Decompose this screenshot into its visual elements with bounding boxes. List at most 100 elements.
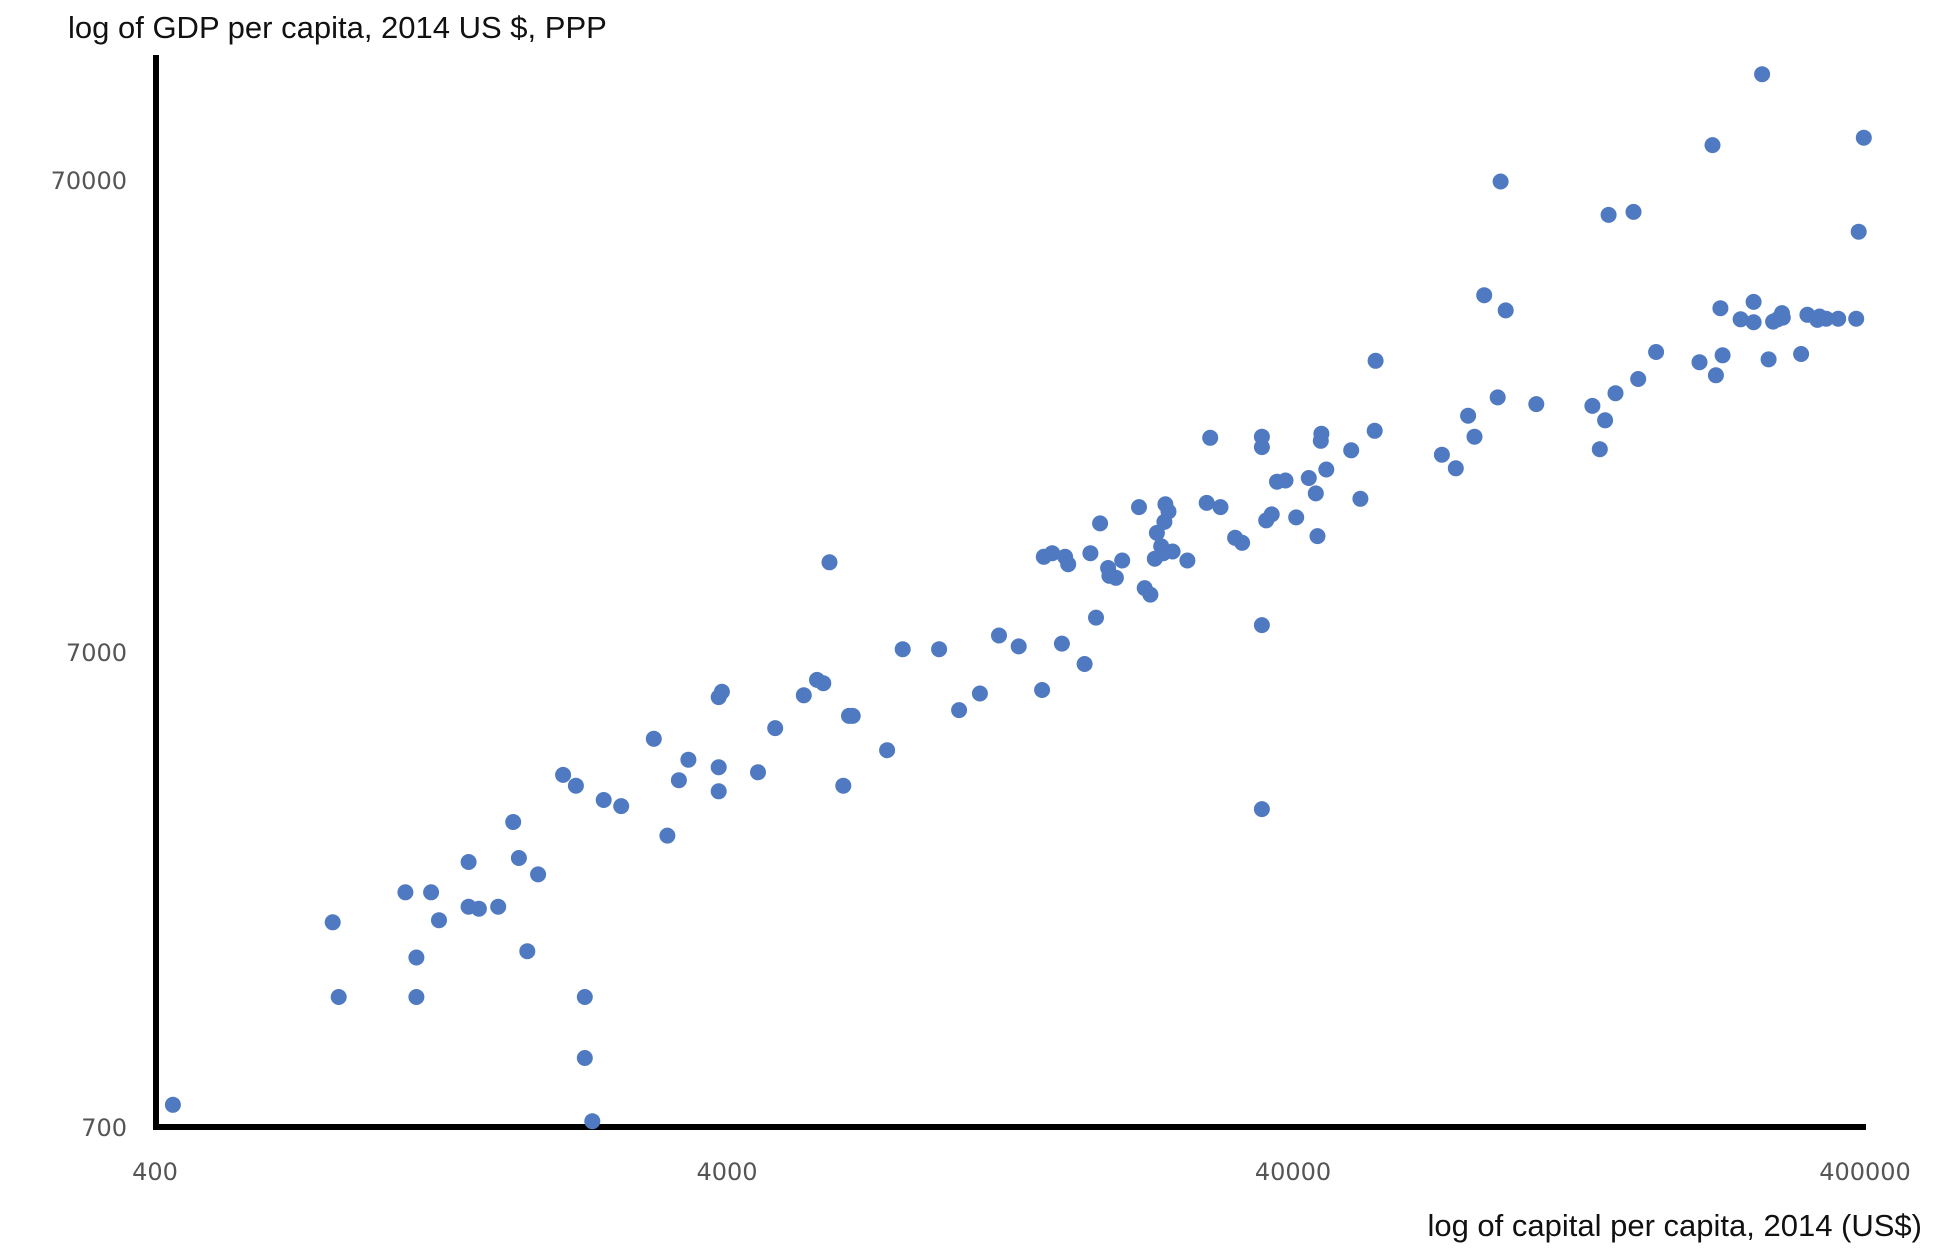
data-point bbox=[1714, 347, 1731, 364]
data-point bbox=[795, 687, 812, 704]
data-point bbox=[1309, 528, 1326, 545]
data-point bbox=[1774, 309, 1791, 326]
y-tick-label: 70000 bbox=[51, 167, 127, 195]
data-point bbox=[1707, 367, 1724, 384]
data-point bbox=[931, 641, 948, 658]
data-point bbox=[1745, 314, 1762, 331]
data-point bbox=[431, 912, 447, 929]
data-point bbox=[1034, 682, 1051, 698]
data-point bbox=[1164, 543, 1181, 560]
data-point bbox=[555, 766, 572, 783]
data-point bbox=[584, 1113, 601, 1130]
data-point bbox=[1630, 371, 1647, 387]
data-point bbox=[408, 949, 425, 966]
data-points bbox=[164, 66, 1872, 1130]
data-point bbox=[1300, 470, 1317, 486]
data-point bbox=[1277, 472, 1294, 489]
data-point bbox=[1648, 344, 1665, 360]
data-point bbox=[1497, 302, 1514, 319]
data-point bbox=[510, 850, 527, 866]
data-point bbox=[423, 884, 440, 901]
data-point bbox=[1528, 396, 1545, 413]
data-point bbox=[670, 772, 687, 789]
data-point bbox=[1850, 223, 1867, 240]
data-point bbox=[324, 914, 341, 931]
x-tick-label: 40000 bbox=[1255, 1158, 1331, 1186]
data-point bbox=[1830, 310, 1847, 327]
data-point bbox=[844, 707, 861, 724]
data-point bbox=[1712, 300, 1729, 317]
data-point bbox=[1060, 556, 1077, 573]
data-point bbox=[397, 884, 414, 901]
data-point bbox=[1460, 407, 1477, 424]
data-point bbox=[1253, 617, 1270, 634]
data-point bbox=[1288, 509, 1305, 526]
data-point bbox=[1352, 490, 1369, 507]
data-point bbox=[1732, 311, 1749, 328]
data-point bbox=[1745, 293, 1762, 310]
data-point bbox=[330, 989, 347, 1005]
data-point bbox=[971, 685, 988, 702]
x-tick-label: 400000 bbox=[1819, 1158, 1911, 1186]
data-point bbox=[1704, 137, 1721, 154]
data-point bbox=[1253, 439, 1270, 456]
data-point bbox=[645, 730, 662, 747]
data-point bbox=[1855, 129, 1872, 146]
data-point bbox=[470, 900, 487, 917]
data-point bbox=[1212, 499, 1229, 516]
data-point bbox=[1818, 310, 1835, 327]
data-point bbox=[613, 798, 630, 815]
data-point bbox=[1489, 389, 1506, 406]
data-point bbox=[1848, 310, 1865, 327]
data-point bbox=[1082, 545, 1099, 562]
data-point bbox=[1313, 425, 1330, 442]
data-point bbox=[1142, 586, 1159, 603]
data-point bbox=[576, 1050, 593, 1066]
data-point bbox=[1253, 801, 1270, 818]
data-point bbox=[1202, 429, 1219, 446]
data-point bbox=[710, 783, 727, 800]
data-point bbox=[1307, 485, 1324, 502]
data-point bbox=[567, 777, 584, 794]
data-point bbox=[1114, 552, 1131, 569]
data-point bbox=[1107, 569, 1124, 586]
data-point bbox=[1366, 422, 1383, 439]
data-point bbox=[519, 943, 536, 960]
data-point bbox=[835, 777, 852, 794]
data-point bbox=[408, 989, 425, 1005]
data-point bbox=[1433, 446, 1450, 463]
data-point bbox=[821, 554, 838, 571]
data-point bbox=[1466, 428, 1483, 445]
data-point bbox=[659, 827, 676, 844]
data-point bbox=[505, 814, 522, 830]
data-point bbox=[1584, 397, 1601, 414]
data-point bbox=[1343, 442, 1360, 459]
data-point bbox=[1492, 173, 1509, 190]
data-point bbox=[750, 764, 766, 781]
data-point bbox=[1476, 287, 1493, 304]
data-point bbox=[1076, 656, 1093, 672]
data-point bbox=[894, 641, 911, 658]
x-tick-label: 4000 bbox=[696, 1158, 757, 1186]
data-point bbox=[1625, 203, 1642, 220]
data-point bbox=[530, 866, 547, 883]
data-point bbox=[1691, 354, 1708, 371]
data-point bbox=[713, 683, 730, 700]
data-point bbox=[595, 792, 612, 808]
y-tick-label: 700 bbox=[81, 1114, 127, 1142]
data-point bbox=[1044, 545, 1061, 562]
data-point bbox=[991, 627, 1007, 644]
data-point bbox=[680, 751, 697, 768]
data-point bbox=[1234, 534, 1251, 551]
data-point bbox=[710, 759, 727, 776]
x-tick-label: 400 bbox=[132, 1158, 178, 1186]
data-point bbox=[1179, 552, 1196, 569]
data-point bbox=[1607, 385, 1624, 402]
data-point bbox=[1010, 638, 1027, 655]
data-point bbox=[815, 675, 832, 692]
data-point bbox=[1263, 506, 1280, 523]
data-point bbox=[1198, 494, 1215, 511]
data-point bbox=[1754, 66, 1771, 83]
data-point bbox=[1591, 441, 1608, 458]
